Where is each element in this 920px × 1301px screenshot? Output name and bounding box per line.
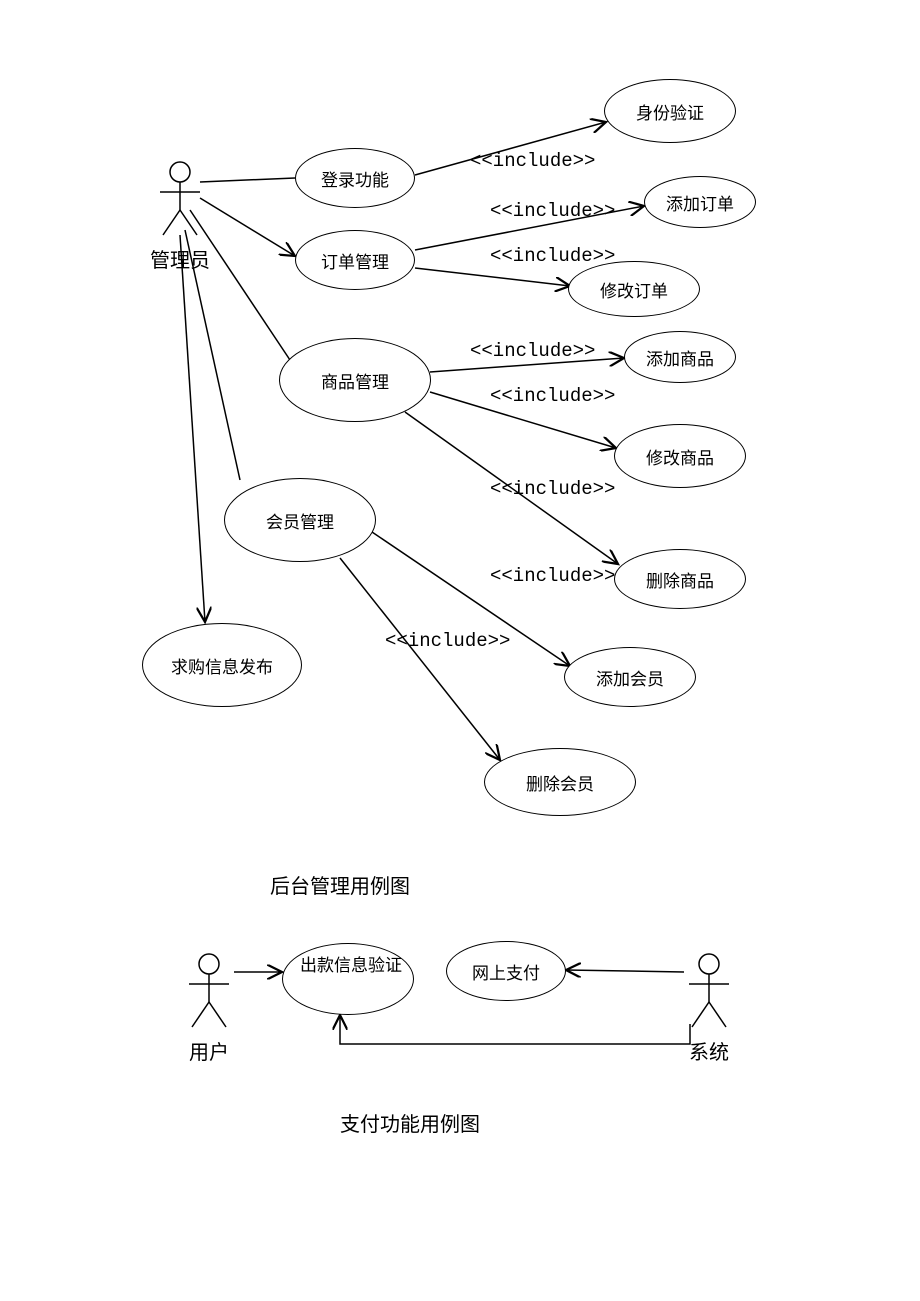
caption-diagram1: 后台管理用例图	[270, 870, 410, 899]
usecase-del-member: 删除会员	[484, 748, 636, 816]
usecase-add-product-label: 添加商品	[646, 345, 714, 370]
usecase-add-order-label: 添加订单	[666, 190, 734, 215]
usecase-withdraw-verify: 出款信息验证	[282, 943, 414, 1015]
usecase-add-order: 添加订单	[644, 176, 756, 228]
actor-system-label: 系统	[689, 1036, 729, 1065]
usecase-edit-product: 修改商品	[614, 424, 746, 488]
edge-label-product-add: <<include>>	[470, 340, 595, 362]
actor-user-label: 用户	[189, 1036, 229, 1065]
edge-label-product-edit: <<include>>	[490, 385, 615, 407]
stick-figure-icon	[184, 952, 234, 1032]
usecase-edit-order-label: 修改订单	[600, 277, 668, 302]
caption-diagram2: 支付功能用例图	[340, 1108, 480, 1137]
usecase-del-product-label: 删除商品	[646, 567, 714, 592]
usecase-product-mgmt: 商品管理	[279, 338, 431, 422]
edge-label-member-del: <<include>>	[385, 630, 510, 652]
stick-figure-icon	[155, 160, 205, 240]
usecase-login-label: 登录功能	[321, 166, 389, 191]
usecase-auth: 身份验证	[604, 79, 736, 143]
usecase-member-mgmt: 会员管理	[224, 478, 376, 562]
actor-system: 系统	[684, 952, 734, 1065]
actor-user: 用户	[184, 952, 234, 1065]
edge-label-order-edit: <<include>>	[490, 245, 615, 267]
usecase-order-mgmt: 订单管理	[295, 230, 415, 290]
usecase-publish: 求购信息发布	[142, 623, 302, 707]
edge-label-order-add: <<include>>	[490, 200, 615, 222]
usecase-add-product: 添加商品	[624, 331, 736, 383]
usecase-online-pay-label: 网上支付	[472, 959, 540, 984]
diagram-container: 管理员 登录功能 订单管理 商品管理 会员管理 求购信息发布 身份验证 添加订单…	[0, 0, 920, 1301]
actor-admin: 管理员	[150, 160, 210, 273]
usecase-publish-label: 求购信息发布	[171, 653, 273, 678]
usecase-withdraw-verify-label: 出款信息验证	[294, 954, 402, 978]
usecase-del-product: 删除商品	[614, 549, 746, 609]
usecase-del-member-label: 删除会员	[526, 770, 594, 795]
usecase-login: 登录功能	[295, 148, 415, 208]
usecase-auth-label: 身份验证	[636, 99, 704, 124]
stick-figure-icon	[684, 952, 734, 1032]
usecase-add-member: 添加会员	[564, 647, 696, 707]
usecase-order-mgmt-label: 订单管理	[321, 248, 389, 273]
actor-admin-label: 管理员	[150, 244, 210, 273]
edge-label-login-auth: <<include>>	[470, 150, 595, 172]
usecase-add-member-label: 添加会员	[596, 665, 664, 690]
edge-label-member-add: <<include>>	[490, 565, 615, 587]
usecase-product-mgmt-label: 商品管理	[321, 368, 389, 393]
usecase-online-pay: 网上支付	[446, 941, 566, 1001]
edge-label-product-del: <<include>>	[490, 478, 615, 500]
usecase-edit-product-label: 修改商品	[646, 444, 714, 469]
usecase-edit-order: 修改订单	[568, 261, 700, 317]
usecase-member-mgmt-label: 会员管理	[266, 508, 334, 533]
